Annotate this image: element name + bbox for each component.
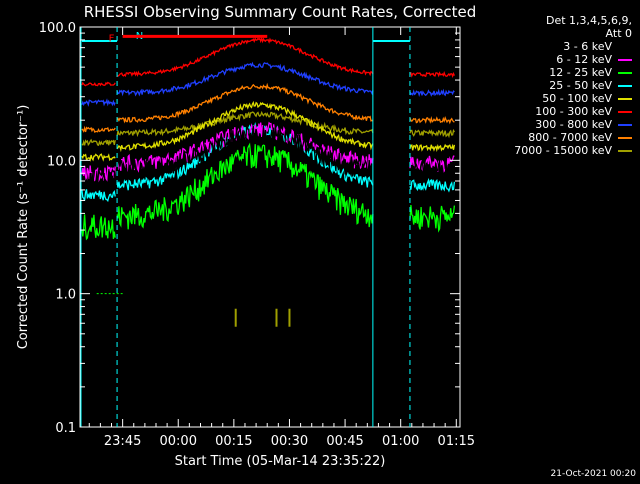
legend-label: 25 - 50 keV (549, 79, 612, 92)
series-line-main (116, 82, 374, 124)
legend-header-line: Att 0 (605, 27, 632, 40)
legend-swatch (617, 44, 633, 49)
legend-entry: 12 - 25 keV (549, 66, 632, 79)
series-line-post (409, 71, 455, 78)
legend-header-line: Det 1,3,4,5,6,9, (545, 14, 632, 27)
series-line-main (116, 36, 374, 78)
series-group (81, 142, 456, 241)
marker-layer: NF (80, 27, 411, 427)
series-line-pre (81, 98, 116, 107)
series-line-post (409, 204, 456, 233)
y-tick-label: 0.1 (55, 421, 76, 436)
series-line-pre (81, 138, 116, 147)
series-line-pre (81, 189, 116, 203)
x-tick-label: 23:45 (104, 434, 141, 449)
series-line-pre (81, 153, 116, 162)
legend-entry: 300 - 800 keV (535, 118, 632, 131)
x-tick-label: 01:00 (382, 434, 419, 449)
series-line-pre (81, 214, 116, 241)
legend-label: 100 - 300 keV (535, 105, 612, 118)
series-line-post (409, 88, 455, 98)
series-group (81, 100, 456, 162)
series-line-post (409, 177, 456, 193)
series-line-pre (81, 81, 116, 87)
legend-entry: 7000 - 15000 keV (514, 144, 632, 157)
series-group (81, 36, 455, 87)
legend-swatch (618, 84, 632, 87)
y-tick-label: 100.0 (39, 21, 76, 36)
axis-layer: 23:45 00:00 00:15 00:30 00:45 01:00 01:15 100.0… (39, 21, 475, 449)
legend-label: 6 - 12 keV (556, 53, 612, 66)
series-line-main (116, 124, 373, 181)
legend-entry: 50 - 100 keV (542, 92, 632, 105)
plot-border (79, 26, 461, 428)
series-line-main (116, 142, 374, 230)
legend-entry: 6 - 12 keV (556, 53, 632, 66)
legend-label: 50 - 100 keV (542, 92, 612, 105)
series-line-post (409, 160, 456, 182)
series-line-pre (81, 168, 116, 191)
legend-label: 3 - 6 keV (563, 40, 612, 53)
x-tick-label: 01:15 (438, 434, 475, 449)
legend-entry: 800 - 7000 keV (528, 131, 632, 144)
series-line-main (116, 100, 374, 153)
legend-entry: 3 - 6 keV (563, 40, 633, 53)
series-line-main (116, 61, 374, 97)
flare-label: F (109, 33, 115, 44)
legend-label: 800 - 7000 keV (528, 131, 612, 144)
footer-date: 21-Oct-2021 00:20 (551, 469, 637, 479)
series-line-post (409, 115, 455, 125)
legend-swatch (618, 136, 632, 139)
legend-swatch (618, 58, 632, 61)
x-tick-label: 00:30 (271, 434, 308, 449)
series-line-post (409, 143, 456, 153)
y-tick-label: 1.0 (55, 288, 76, 303)
legend-swatch (618, 123, 632, 126)
legend-swatch (618, 97, 632, 100)
y-axis-label: Corrected Count Rate (s⁻¹ detector⁻¹) (16, 105, 31, 350)
series-group (81, 82, 455, 133)
series-group (81, 124, 456, 191)
series-group (81, 61, 455, 107)
legend-entry: 100 - 300 keV (535, 105, 632, 118)
legend-label: 12 - 25 keV (549, 66, 612, 79)
legend-swatch (618, 71, 632, 74)
legend-label: 7000 - 15000 keV (514, 144, 612, 157)
legend-entry: 25 - 50 keV (549, 79, 632, 92)
x-axis-label: Start Time (05-Mar-14 23:35:22) (175, 454, 386, 469)
x-tick-label: 00:45 (326, 434, 363, 449)
legend-swatch (618, 110, 632, 113)
x-tick-label: 00:00 (160, 434, 197, 449)
series-line-post (409, 128, 455, 139)
chart-title: RHESSI Observing Summary Count Rates, Co… (84, 3, 477, 21)
series-layer (81, 36, 456, 241)
legend-swatch (618, 149, 632, 152)
x-tick-label: 00:15 (215, 434, 252, 449)
y-tick-label: 10.0 (47, 154, 76, 169)
plot-frame (79, 26, 461, 428)
series-line-pre (81, 125, 116, 133)
legend-label: 300 - 800 keV (535, 118, 612, 131)
